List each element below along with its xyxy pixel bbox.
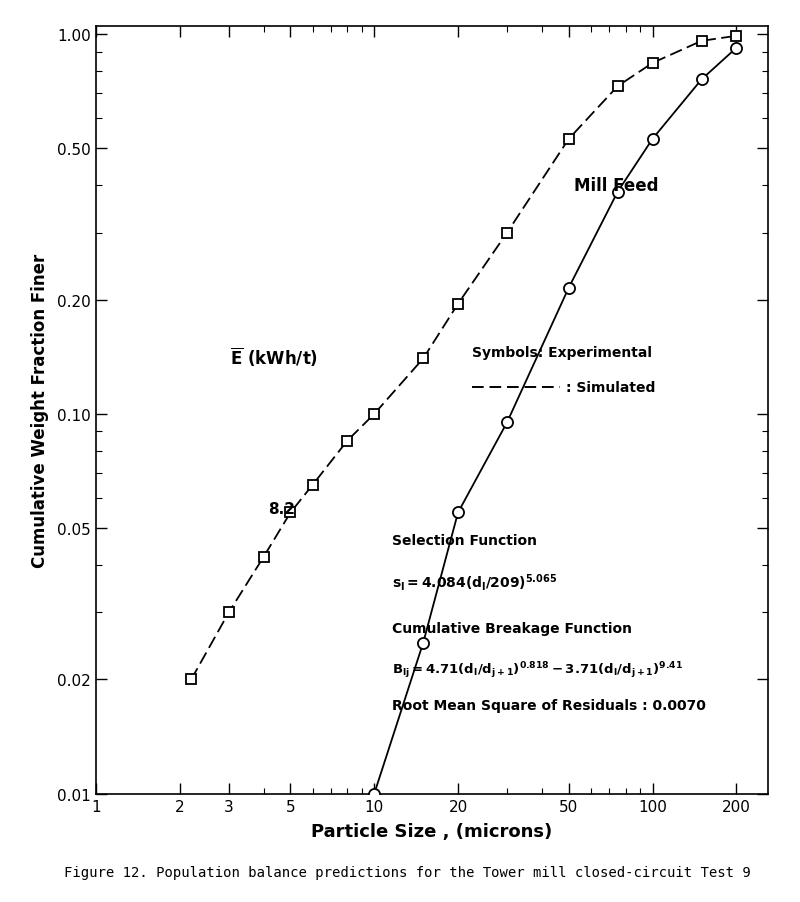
X-axis label: Particle Size , (microns): Particle Size , (microns) <box>311 822 553 840</box>
Text: 8.2: 8.2 <box>268 501 295 516</box>
Y-axis label: Cumulative Weight Fraction Finer: Cumulative Weight Fraction Finer <box>31 253 49 567</box>
Text: $\mathbf{\overline{E}}$ $\mathbf{(kWh/t)}$: $\mathbf{\overline{E}}$ $\mathbf{(kWh/t)… <box>230 345 318 368</box>
Text: Cumulative Breakage Function: Cumulative Breakage Function <box>392 621 632 635</box>
Text: $\mathbf{B_{lj} = 4.71(d_l/d_{j+1})^{0.818} - 3.71(d_l/d_{j+1})^{9.41}}$: $\mathbf{B_{lj} = 4.71(d_l/d_{j+1})^{0.8… <box>392 659 682 680</box>
Text: : Simulated: : Simulated <box>566 381 656 394</box>
Text: Selection Function: Selection Function <box>392 533 537 548</box>
Text: Symbols: Experimental: Symbols: Experimental <box>472 345 652 360</box>
Text: Mill Feed: Mill Feed <box>574 177 658 195</box>
Text: $\mathbf{s_l = 4.084(d_l/209)^{5.065}}$: $\mathbf{s_l = 4.084(d_l/209)^{5.065}}$ <box>392 572 557 593</box>
Text: Root Mean Square of Residuals : 0.0070: Root Mean Square of Residuals : 0.0070 <box>392 698 706 712</box>
Text: Figure 12. Population balance predictions for the Tower mill closed-circuit Test: Figure 12. Population balance prediction… <box>64 865 750 879</box>
